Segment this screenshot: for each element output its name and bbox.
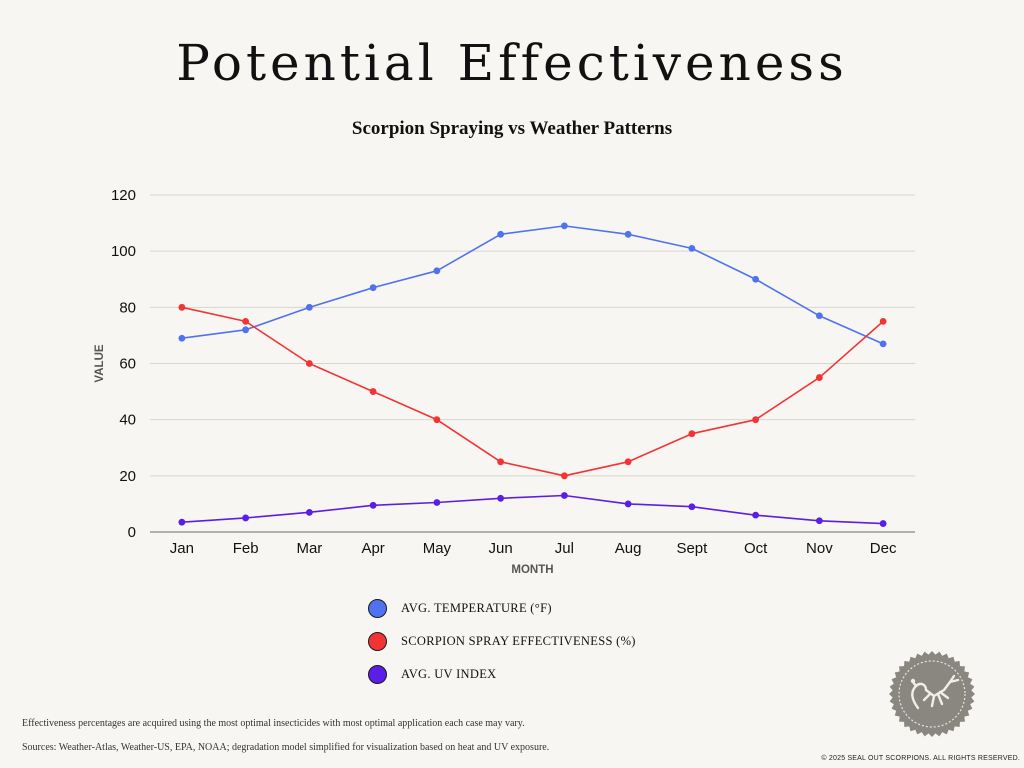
data-point[interactable] — [879, 317, 887, 325]
axis-labels: 0 20 40 60 80 100 120 Jan Feb Mar Apr May Jun Jul Aug S… — [94, 187, 897, 576]
y-axis-title: VALUE — [94, 344, 106, 382]
x-tick-label: Jan — [170, 540, 194, 557]
y-tick-label: 40 — [119, 412, 136, 429]
x-tick-label: Nov — [806, 540, 833, 557]
data-point[interactable] — [305, 360, 313, 367]
chart-subtitle: Scorpion Spraying vs Weather Patterns — [351, 118, 673, 139]
data-point[interactable] — [497, 494, 505, 502]
x-tick-label: Jun — [489, 540, 513, 557]
data-point[interactable] — [560, 472, 568, 480]
series-line-2 — [181, 494, 884, 525]
data-point[interactable] — [624, 230, 632, 238]
chart-legend: AVG. TEMPERATURE (°F) SCORPION SPRAY EFF… — [368, 592, 636, 691]
x-tick-label: Jul — [555, 540, 574, 557]
data-point[interactable] — [433, 499, 441, 506]
legend-item-spray-effectiveness[interactable]: SCORPION SPRAY EFFECTIVENESS (%) — [368, 625, 636, 658]
data-point[interactable] — [624, 458, 632, 466]
line-chart: 0 20 40 60 80 100 120 Jan Feb Mar Apr May Jun Jul Aug S… — [94, 187, 915, 576]
data-point[interactable] — [369, 284, 377, 292]
legend-label-spray-effectiveness: SCORPION SPRAY EFFECTIVENESS (%) — [401, 634, 636, 648]
copyright-text: © 2025 SEAL OUT SCORPIONS. ALL RIGHTS RE… — [821, 755, 1020, 762]
grid-lines — [150, 194, 915, 477]
data-point[interactable] — [305, 303, 313, 311]
y-tick-label: 60 — [119, 356, 136, 373]
data-point[interactable] — [560, 492, 568, 499]
page-title: Potential Effectiveness — [176, 34, 848, 92]
data-point[interactable] — [815, 312, 823, 320]
data-point[interactable] — [815, 517, 823, 525]
data-point[interactable] — [688, 430, 696, 438]
series-line-0 — [181, 225, 884, 345]
data-point[interactable] — [815, 374, 823, 381]
data-point[interactable] — [560, 222, 568, 230]
scorpion-seal-icon — [889, 651, 975, 737]
series-line-1 — [181, 306, 884, 477]
data-point[interactable] — [178, 334, 186, 342]
data-point[interactable] — [433, 267, 441, 275]
data-point[interactable] — [752, 416, 760, 424]
data-point[interactable] — [752, 511, 760, 519]
data-point[interactable] — [497, 458, 505, 466]
data-point[interactable] — [879, 520, 887, 527]
legend-label-temperature: AVG. TEMPERATURE (°F) — [401, 601, 552, 615]
x-tick-label: Dec — [870, 540, 897, 557]
data-point[interactable] — [369, 501, 377, 509]
legend-label-uv-index: AVG. UV INDEX — [401, 667, 497, 681]
x-tick-label: Aug — [615, 540, 642, 557]
x-tick-label: Oct — [744, 540, 768, 557]
data-point[interactable] — [497, 230, 505, 238]
y-tick-label: 80 — [119, 299, 136, 316]
data-point[interactable] — [178, 518, 186, 526]
x-tick-label: May — [423, 540, 452, 557]
legend-swatch-uv-index — [368, 665, 387, 684]
x-tick-label: Apr — [361, 540, 384, 557]
data-point[interactable] — [369, 388, 377, 395]
x-axis-title: MONTH — [511, 564, 553, 576]
data-point[interactable] — [879, 340, 887, 348]
data-point[interactable] — [688, 503, 696, 511]
y-tick-label: 20 — [119, 468, 136, 485]
data-point[interactable] — [624, 500, 632, 508]
data-point[interactable] — [178, 303, 186, 311]
y-tick-label: 0 — [128, 524, 136, 541]
data-point[interactable] — [305, 508, 313, 516]
data-point[interactable] — [433, 416, 441, 424]
x-tick-label: Feb — [233, 540, 259, 557]
y-tick-label: 100 — [111, 243, 136, 260]
effectiveness-note: Effectiveness percentages are acquired u… — [22, 718, 525, 729]
data-point[interactable] — [752, 275, 760, 283]
legend-swatch-spray-effectiveness — [368, 632, 387, 651]
data-point[interactable] — [242, 514, 250, 522]
data-point[interactable] — [242, 317, 250, 325]
series-lines — [178, 222, 887, 527]
data-point[interactable] — [688, 244, 696, 252]
sources-note: Sources: Weather-Atlas, Weather-US, EPA,… — [22, 742, 550, 753]
legend-item-uv-index[interactable]: AVG. UV INDEX — [368, 658, 636, 691]
legend-swatch-temperature — [368, 599, 387, 618]
x-tick-label: Sept — [676, 540, 708, 557]
x-tick-label: Mar — [296, 540, 322, 557]
legend-item-temperature[interactable]: AVG. TEMPERATURE (°F) — [368, 592, 636, 625]
y-tick-label: 120 — [111, 187, 136, 204]
data-point[interactable] — [242, 326, 250, 334]
